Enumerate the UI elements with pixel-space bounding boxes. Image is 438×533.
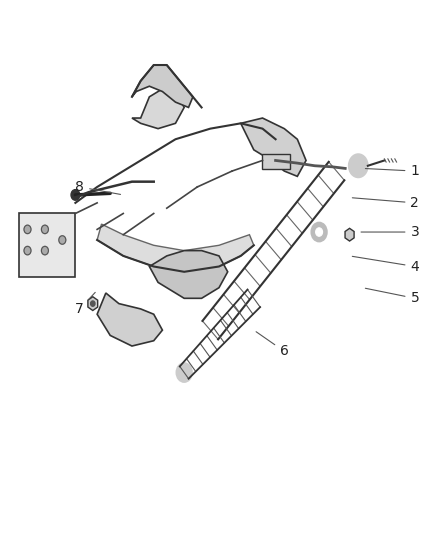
Polygon shape: [88, 297, 98, 311]
Circle shape: [71, 190, 80, 200]
Polygon shape: [149, 251, 228, 298]
Polygon shape: [132, 65, 193, 108]
Text: 2: 2: [352, 196, 419, 210]
Circle shape: [91, 301, 95, 306]
Circle shape: [316, 228, 322, 236]
FancyBboxPatch shape: [19, 214, 75, 277]
Circle shape: [59, 236, 66, 244]
Text: 6: 6: [256, 332, 289, 358]
Text: 5: 5: [365, 288, 419, 305]
Circle shape: [349, 154, 368, 177]
Circle shape: [24, 246, 31, 255]
Polygon shape: [132, 86, 184, 128]
Circle shape: [42, 225, 48, 233]
Text: 1: 1: [365, 164, 419, 178]
Text: 3: 3: [361, 225, 419, 239]
Circle shape: [177, 363, 192, 382]
Polygon shape: [345, 228, 354, 241]
Polygon shape: [97, 293, 162, 346]
FancyBboxPatch shape: [261, 154, 290, 169]
Circle shape: [42, 246, 48, 255]
Polygon shape: [97, 224, 254, 272]
Text: 8: 8: [75, 180, 120, 195]
Text: 4: 4: [352, 256, 419, 273]
Text: 7: 7: [75, 293, 95, 316]
Circle shape: [311, 222, 327, 241]
Polygon shape: [241, 118, 306, 176]
Circle shape: [24, 225, 31, 233]
